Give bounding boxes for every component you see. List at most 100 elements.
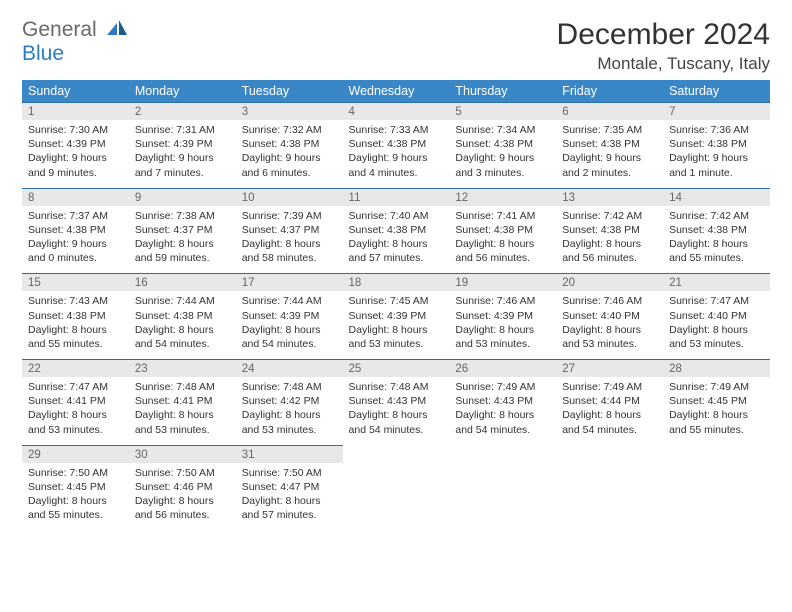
month-title: December 2024 xyxy=(557,18,770,52)
day-content-cell: Sunrise: 7:31 AMSunset: 4:39 PMDaylight:… xyxy=(129,120,236,188)
daylight-line: Daylight: 9 hours and 2 minutes. xyxy=(562,151,657,179)
sunrise-line: Sunrise: 7:42 AM xyxy=(669,209,764,223)
daylight-line: Daylight: 9 hours and 7 minutes. xyxy=(135,151,230,179)
sunrise-line: Sunrise: 7:50 AM xyxy=(135,466,230,480)
day-content-cell: Sunrise: 7:37 AMSunset: 4:38 PMDaylight:… xyxy=(22,206,129,274)
daylight-line: Daylight: 8 hours and 55 minutes. xyxy=(28,494,123,522)
sunset-line: Sunset: 4:46 PM xyxy=(135,480,230,494)
sunset-line: Sunset: 4:38 PM xyxy=(455,223,550,237)
daylight-line: Daylight: 8 hours and 58 minutes. xyxy=(242,237,337,265)
day-content-cell: Sunrise: 7:35 AMSunset: 4:38 PMDaylight:… xyxy=(556,120,663,188)
sunrise-line: Sunrise: 7:38 AM xyxy=(135,209,230,223)
day-number-cell: 13 xyxy=(556,188,663,206)
weekday-header: Sunday xyxy=(22,80,129,103)
daylight-line: Daylight: 8 hours and 55 minutes. xyxy=(669,237,764,265)
day-content-cell: Sunrise: 7:50 AMSunset: 4:47 PMDaylight:… xyxy=(236,463,343,531)
day-content-cell: Sunrise: 7:49 AMSunset: 4:43 PMDaylight:… xyxy=(449,377,556,445)
day-content-cell xyxy=(663,463,770,531)
sunrise-line: Sunrise: 7:44 AM xyxy=(135,294,230,308)
day-number-cell: 31 xyxy=(236,445,343,463)
calendar-table: Sunday Monday Tuesday Wednesday Thursday… xyxy=(22,80,770,530)
sunset-line: Sunset: 4:38 PM xyxy=(28,223,123,237)
day-number-cell: 14 xyxy=(663,188,770,206)
sunrise-line: Sunrise: 7:40 AM xyxy=(349,209,444,223)
day-number-cell: 18 xyxy=(343,274,450,292)
sunset-line: Sunset: 4:40 PM xyxy=(669,309,764,323)
day-content-cell: Sunrise: 7:46 AMSunset: 4:40 PMDaylight:… xyxy=(556,291,663,359)
day-content-cell: Sunrise: 7:33 AMSunset: 4:38 PMDaylight:… xyxy=(343,120,450,188)
daylight-line: Daylight: 8 hours and 53 minutes. xyxy=(135,408,230,436)
sunrise-line: Sunrise: 7:43 AM xyxy=(28,294,123,308)
logo: General Blue xyxy=(22,18,129,66)
sunset-line: Sunset: 4:39 PM xyxy=(28,137,123,151)
sunset-line: Sunset: 4:43 PM xyxy=(349,394,444,408)
day-number-cell: 19 xyxy=(449,274,556,292)
sunrise-line: Sunrise: 7:47 AM xyxy=(669,294,764,308)
daylight-line: Daylight: 8 hours and 53 minutes. xyxy=(455,323,550,351)
day-number-cell: 26 xyxy=(449,360,556,378)
day-content-cell: Sunrise: 7:32 AMSunset: 4:38 PMDaylight:… xyxy=(236,120,343,188)
day-content-row: Sunrise: 7:43 AMSunset: 4:38 PMDaylight:… xyxy=(22,291,770,359)
daylight-line: Daylight: 9 hours and 1 minute. xyxy=(669,151,764,179)
sunrise-line: Sunrise: 7:35 AM xyxy=(562,123,657,137)
daylight-line: Daylight: 9 hours and 4 minutes. xyxy=(349,151,444,179)
weekday-header: Saturday xyxy=(663,80,770,103)
logo-text-general: General xyxy=(22,18,97,41)
sunset-line: Sunset: 4:45 PM xyxy=(669,394,764,408)
header: General Blue December 2024 Montale, Tusc… xyxy=(22,18,770,74)
sunset-line: Sunset: 4:39 PM xyxy=(455,309,550,323)
sunrise-line: Sunrise: 7:44 AM xyxy=(242,294,337,308)
sunset-line: Sunset: 4:38 PM xyxy=(242,137,337,151)
day-number-cell: 29 xyxy=(22,445,129,463)
sunrise-line: Sunrise: 7:37 AM xyxy=(28,209,123,223)
weekday-header: Friday xyxy=(556,80,663,103)
day-content-cell: Sunrise: 7:47 AMSunset: 4:40 PMDaylight:… xyxy=(663,291,770,359)
weekday-header: Tuesday xyxy=(236,80,343,103)
day-content-cell: Sunrise: 7:40 AMSunset: 4:38 PMDaylight:… xyxy=(343,206,450,274)
day-content-cell: Sunrise: 7:38 AMSunset: 4:37 PMDaylight:… xyxy=(129,206,236,274)
sunset-line: Sunset: 4:38 PM xyxy=(455,137,550,151)
sunrise-line: Sunrise: 7:32 AM xyxy=(242,123,337,137)
daylight-line: Daylight: 8 hours and 53 minutes. xyxy=(669,323,764,351)
daylight-line: Daylight: 8 hours and 54 minutes. xyxy=(242,323,337,351)
day-content-cell: Sunrise: 7:47 AMSunset: 4:41 PMDaylight:… xyxy=(22,377,129,445)
day-number-cell: 11 xyxy=(343,188,450,206)
day-content-cell xyxy=(556,463,663,531)
sunrise-line: Sunrise: 7:42 AM xyxy=(562,209,657,223)
daylight-line: Daylight: 8 hours and 56 minutes. xyxy=(455,237,550,265)
sunset-line: Sunset: 4:38 PM xyxy=(562,137,657,151)
sunrise-line: Sunrise: 7:49 AM xyxy=(669,380,764,394)
day-number-cell: 28 xyxy=(663,360,770,378)
day-number-cell: 12 xyxy=(449,188,556,206)
daylight-line: Daylight: 8 hours and 53 minutes. xyxy=(562,323,657,351)
daylight-line: Daylight: 8 hours and 54 minutes. xyxy=(349,408,444,436)
sunset-line: Sunset: 4:43 PM xyxy=(455,394,550,408)
day-number-cell: 8 xyxy=(22,188,129,206)
daylight-line: Daylight: 8 hours and 55 minutes. xyxy=(28,323,123,351)
sunrise-line: Sunrise: 7:49 AM xyxy=(455,380,550,394)
weekday-header: Wednesday xyxy=(343,80,450,103)
sunrise-line: Sunrise: 7:30 AM xyxy=(28,123,123,137)
day-number-cell: 2 xyxy=(129,103,236,121)
daylight-line: Daylight: 8 hours and 54 minutes. xyxy=(135,323,230,351)
daylight-line: Daylight: 9 hours and 9 minutes. xyxy=(28,151,123,179)
sunset-line: Sunset: 4:47 PM xyxy=(242,480,337,494)
sunset-line: Sunset: 4:39 PM xyxy=(349,309,444,323)
day-number-cell xyxy=(343,445,450,463)
sunrise-line: Sunrise: 7:47 AM xyxy=(28,380,123,394)
day-number-cell: 15 xyxy=(22,274,129,292)
day-number-cell: 7 xyxy=(663,103,770,121)
day-number-cell: 20 xyxy=(556,274,663,292)
day-content-cell: Sunrise: 7:48 AMSunset: 4:41 PMDaylight:… xyxy=(129,377,236,445)
sunset-line: Sunset: 4:37 PM xyxy=(135,223,230,237)
daylight-line: Daylight: 8 hours and 53 minutes. xyxy=(349,323,444,351)
sunrise-line: Sunrise: 7:48 AM xyxy=(135,380,230,394)
sunrise-line: Sunrise: 7:41 AM xyxy=(455,209,550,223)
day-number-cell: 10 xyxy=(236,188,343,206)
day-number-cell: 21 xyxy=(663,274,770,292)
day-number-cell: 5 xyxy=(449,103,556,121)
day-content-cell: Sunrise: 7:48 AMSunset: 4:43 PMDaylight:… xyxy=(343,377,450,445)
day-content-cell: Sunrise: 7:43 AMSunset: 4:38 PMDaylight:… xyxy=(22,291,129,359)
logo-sail-icon xyxy=(107,18,129,42)
sunrise-line: Sunrise: 7:50 AM xyxy=(28,466,123,480)
